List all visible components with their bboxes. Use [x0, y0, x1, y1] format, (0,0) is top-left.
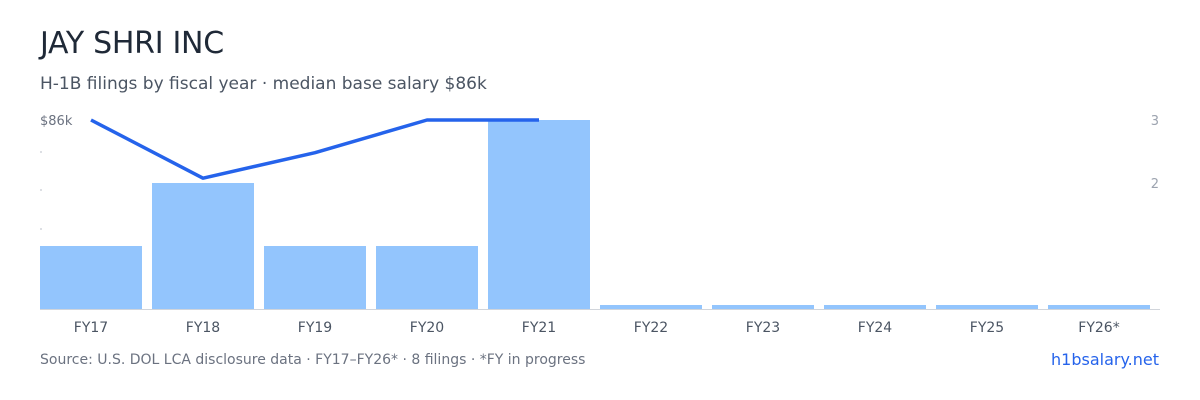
- left-axis-minor-tick: [40, 189, 42, 191]
- x-tick-label: FY20: [410, 320, 444, 336]
- x-tick-label: FY17: [74, 320, 108, 336]
- bar-fy19: [264, 246, 366, 309]
- median-salary-line: [90, 118, 539, 180]
- bar-fy22: [600, 305, 702, 309]
- x-tick-label: FY23: [746, 320, 780, 336]
- x-tick-label: FY18: [186, 320, 220, 336]
- bar-fy24: [824, 305, 926, 309]
- x-tick-label: FY25: [970, 320, 1004, 336]
- right-axis-tick-label: 2: [1151, 177, 1159, 192]
- right-axis-tick-label: 3: [1151, 114, 1159, 129]
- brand-link[interactable]: h1bsalary.net: [1051, 350, 1159, 369]
- left-axis-minor-tick: [40, 228, 42, 230]
- left-axis-tick-label: $86k: [40, 114, 73, 129]
- x-tick-label: FY26*: [1078, 320, 1119, 336]
- bar-fy25: [936, 305, 1038, 309]
- x-tick-label: FY21: [522, 320, 556, 336]
- bar-fy18: [152, 183, 254, 309]
- x-tick-label: FY24: [858, 320, 893, 336]
- filings-salary-chart: FY17 FY18 FY19 FY20 FY21 FY22 FY23 FY24 FY25 FY26…: [40, 114, 1160, 336]
- bar-fy23: [712, 305, 814, 309]
- x-tick-label: FY19: [298, 320, 332, 336]
- chart-subtitle: H-1B filings by fiscal year · median bas…: [40, 74, 487, 94]
- x-tick-label: FY22: [634, 320, 668, 336]
- page-title: JAY SHRI INC: [40, 26, 224, 61]
- bar-fy26-partial: [1048, 305, 1150, 309]
- source-note: Source: U.S. DOL LCA disclosure data · F…: [40, 352, 586, 368]
- bar-fy20: [376, 246, 478, 309]
- left-axis-minor-tick: [40, 151, 42, 153]
- bar-fy21: [488, 120, 590, 309]
- bar-fy17: [40, 246, 142, 309]
